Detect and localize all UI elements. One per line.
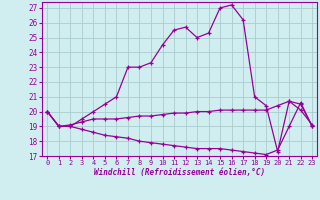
X-axis label: Windchill (Refroidissement éolien,°C): Windchill (Refroidissement éolien,°C) (94, 168, 265, 177)
